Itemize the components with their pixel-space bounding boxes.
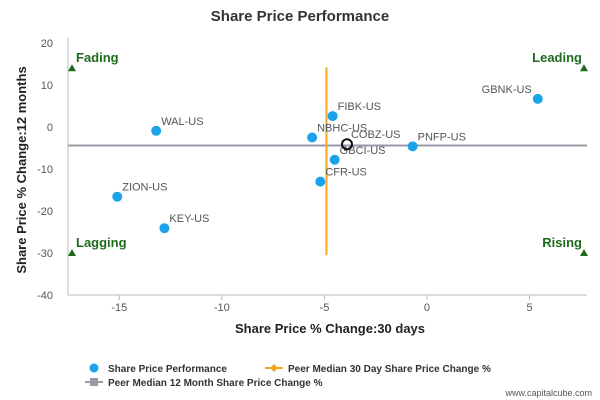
y-tick-label: 10 xyxy=(41,80,53,92)
legend-label-30day: Peer Median 30 Day Share Price Change % xyxy=(288,364,491,375)
y-tick-label: -10 xyxy=(37,164,53,176)
data-point-label: GBCI-US xyxy=(340,145,386,157)
x-tick-label: 0 xyxy=(424,302,430,314)
quadrant-marker-leading xyxy=(580,64,588,72)
data-point-label: GBNK-US xyxy=(482,84,532,96)
data-point xyxy=(315,176,326,187)
y-tick-label: -20 xyxy=(37,206,53,218)
quadrant-marker-fading xyxy=(68,64,76,72)
quadrant-marker-rising xyxy=(580,249,588,256)
data-point-label: KEY-US xyxy=(169,213,209,225)
highlight-point-label: COBZ-US xyxy=(351,129,401,141)
data-point-label: CFR-US xyxy=(325,167,367,179)
x-tick-label: -5 xyxy=(320,302,330,314)
data-point xyxy=(329,154,340,165)
data-point xyxy=(307,132,318,143)
highlight-point xyxy=(340,138,353,151)
data-point xyxy=(407,141,418,152)
y-tick-label: -30 xyxy=(37,248,53,260)
chart-title: Share Price Performance xyxy=(211,8,389,25)
quadrant-label-rising: Rising xyxy=(542,235,582,250)
y-axis-title: Share Price % Change:12 months xyxy=(14,66,29,273)
legend-marker-30day xyxy=(270,364,278,372)
credit-text: www.capitalcube.com xyxy=(504,388,592,398)
quadrant-label-fading: Fading xyxy=(76,50,119,65)
data-point-label: WAL-US xyxy=(161,116,203,128)
legend-marker-scatter xyxy=(89,363,99,373)
legend: Share Price Performance Peer Median 30 D… xyxy=(85,363,491,389)
legend-label-12month: Peer Median 12 Month Share Price Change … xyxy=(108,378,323,389)
x-axis-title: Share Price % Change:30 days xyxy=(235,321,425,336)
y-tick-label: -40 xyxy=(37,290,53,302)
data-point xyxy=(327,111,338,122)
data-point xyxy=(112,191,123,202)
data-point-label: FIBK-US xyxy=(338,101,381,113)
plot-area: -15 -10 -5 0 5 20 10 0 -10 -20 -30 -40 Fading Leading… xyxy=(37,38,588,314)
x-tick-label: 5 xyxy=(526,302,532,314)
data-point xyxy=(159,223,170,234)
x-tick-label: -10 xyxy=(214,302,230,314)
quadrant-label-leading: Leading xyxy=(532,50,582,65)
y-tick-label: 0 xyxy=(47,122,53,134)
data-point xyxy=(151,125,162,136)
legend-marker-12month xyxy=(90,378,98,386)
quadrant-label-lagging: Lagging xyxy=(76,235,127,250)
data-point-label: ZION-US xyxy=(122,182,167,194)
quadrant-marker-lagging xyxy=(68,249,76,256)
data-point-label: NBHC-US xyxy=(317,123,367,135)
data-point xyxy=(532,93,543,104)
y-tick-label: 20 xyxy=(41,38,53,50)
x-tick-label: -15 xyxy=(111,302,127,314)
data-point-label: PNFP-US xyxy=(418,131,466,143)
legend-label-scatter: Share Price Performance xyxy=(108,364,227,375)
